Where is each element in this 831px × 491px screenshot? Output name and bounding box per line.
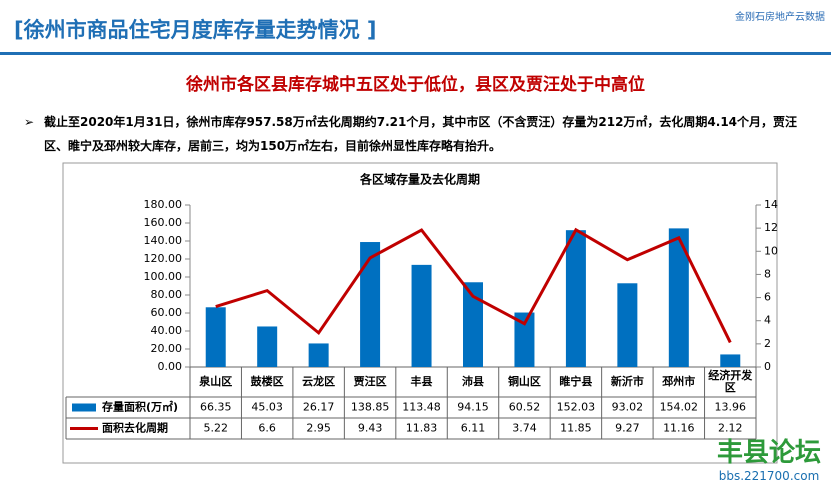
- category-cell: 经济开发区: [708, 369, 753, 394]
- table-value: 2.12: [718, 422, 743, 435]
- y2-tick-label: 4: [764, 314, 771, 327]
- table-value: 66.35: [200, 401, 232, 414]
- legend-label: 面积去化周期: [102, 421, 168, 435]
- x-tick-label: 丰县: [410, 375, 433, 388]
- bar: [308, 343, 329, 367]
- table-value: 152.03: [557, 401, 596, 414]
- table-value: 13.96: [715, 401, 747, 414]
- bar: [360, 242, 381, 367]
- category-cell: 泉山区: [199, 375, 233, 388]
- y2-tick-label: 8: [764, 267, 771, 280]
- watermark-title: 丰县论坛: [716, 438, 821, 468]
- bar: [514, 312, 535, 367]
- y2-tick-label: 0: [764, 360, 771, 373]
- bar: [565, 230, 586, 367]
- bar: [205, 307, 226, 367]
- bullet-marker: ➢: [24, 115, 35, 129]
- table-value: 5.22: [203, 422, 228, 435]
- y-tick-label: 80.00: [151, 288, 183, 301]
- bar: [668, 228, 689, 367]
- y2-tick-label: 10: [764, 244, 778, 257]
- y2-tick-label: 2: [764, 337, 771, 350]
- category-cell: 邳州市: [662, 375, 696, 388]
- bar: [720, 354, 741, 367]
- table-value: 9.43: [358, 422, 383, 435]
- category-cell: 沛县: [461, 375, 484, 388]
- legend-label: 存量面积(万㎡): [102, 400, 178, 414]
- category-cell: 睢宁县: [559, 375, 593, 388]
- category-cell: 云龙区: [302, 375, 336, 388]
- y-tick-label: 180.00: [144, 198, 183, 211]
- bar: [411, 264, 432, 367]
- chart-frame: [62, 162, 778, 464]
- line: [215, 227, 732, 344]
- y2-tick-label: 12: [764, 221, 778, 234]
- x-tick-label: 邳州市: [662, 375, 696, 388]
- category-cell: 铜山区: [507, 375, 541, 388]
- y-tick-label: 40.00: [151, 324, 183, 337]
- x-tick-label: 泉山区: [199, 375, 233, 388]
- x-tick-label: 鼓楼区: [250, 375, 284, 388]
- slide-title: [徐州市商品住宅月度库存量走势情况 ]: [14, 18, 377, 42]
- x-tick-label: 云龙区: [302, 375, 336, 388]
- watermark-url: bbs.221700.com: [718, 469, 820, 483]
- x-tick-label: 铜山区: [507, 375, 541, 388]
- bar: [463, 282, 483, 367]
- table-value: 3.74: [512, 422, 537, 435]
- brand: 金刚石房地产云数据: [735, 12, 825, 23]
- bar: [617, 283, 638, 367]
- y-tick-label: 160.00: [144, 216, 183, 229]
- table-value: 26.17: [303, 401, 335, 414]
- table-value: 6.6: [258, 422, 276, 435]
- bullet-text: 截止至2020年1月31日，徐州市库存957.58万㎡去化周期约7.21个月，其…: [44, 115, 798, 153]
- table-value: 9.27: [615, 422, 640, 435]
- x-tick-label: 沛县: [461, 375, 484, 388]
- table-value: 113.48: [402, 401, 441, 414]
- y-tick-label: 140.00: [144, 234, 183, 247]
- table-value: 11.83: [406, 422, 438, 435]
- y-tick-label: 20.00: [151, 342, 183, 355]
- y-tick-label: 120.00: [144, 252, 183, 265]
- chart-title: 各区域存量及去化周期: [359, 172, 480, 187]
- table-value: 154.02: [660, 401, 699, 414]
- table-value: 138.85: [351, 401, 390, 414]
- y-tick-label: 0.00: [158, 360, 183, 373]
- table-value: 93.02: [612, 401, 644, 414]
- y2-tick-label: 14: [764, 198, 778, 211]
- category-cell: 贾汪区: [353, 375, 387, 388]
- table-value: 6.11: [461, 422, 486, 435]
- table-value: 11.16: [663, 422, 695, 435]
- table-value: 11.85: [560, 422, 592, 435]
- y2-tick-label: 6: [764, 291, 771, 304]
- category-cell: 丰县: [410, 375, 433, 388]
- table-value: 60.52: [509, 401, 541, 414]
- table-value: 2.95: [306, 422, 331, 435]
- x-tick-label: 贾汪区: [353, 375, 387, 388]
- watermark: 丰县论坛 bbs.221700.com: [717, 432, 821, 483]
- table-value: 94.15: [457, 401, 489, 414]
- y-tick-label: 100.00: [144, 270, 183, 283]
- headline: 徐州市各区县库存城中五区处于低位，县区及贾汪处于中高位: [186, 75, 645, 95]
- x-tick-label: 睢宁县: [559, 375, 593, 388]
- title-rule: [0, 52, 831, 55]
- x-tick-label: 经济开发区: [708, 369, 753, 394]
- legend-marker: [72, 403, 96, 412]
- bar: [257, 326, 278, 367]
- y-tick-label: 60.00: [151, 306, 183, 319]
- x-tick-label: 新沂市: [610, 375, 644, 388]
- category-cell: 新沂市: [610, 375, 644, 388]
- category-cell: 鼓楼区: [250, 375, 284, 388]
- table-value: 45.03: [251, 401, 283, 414]
